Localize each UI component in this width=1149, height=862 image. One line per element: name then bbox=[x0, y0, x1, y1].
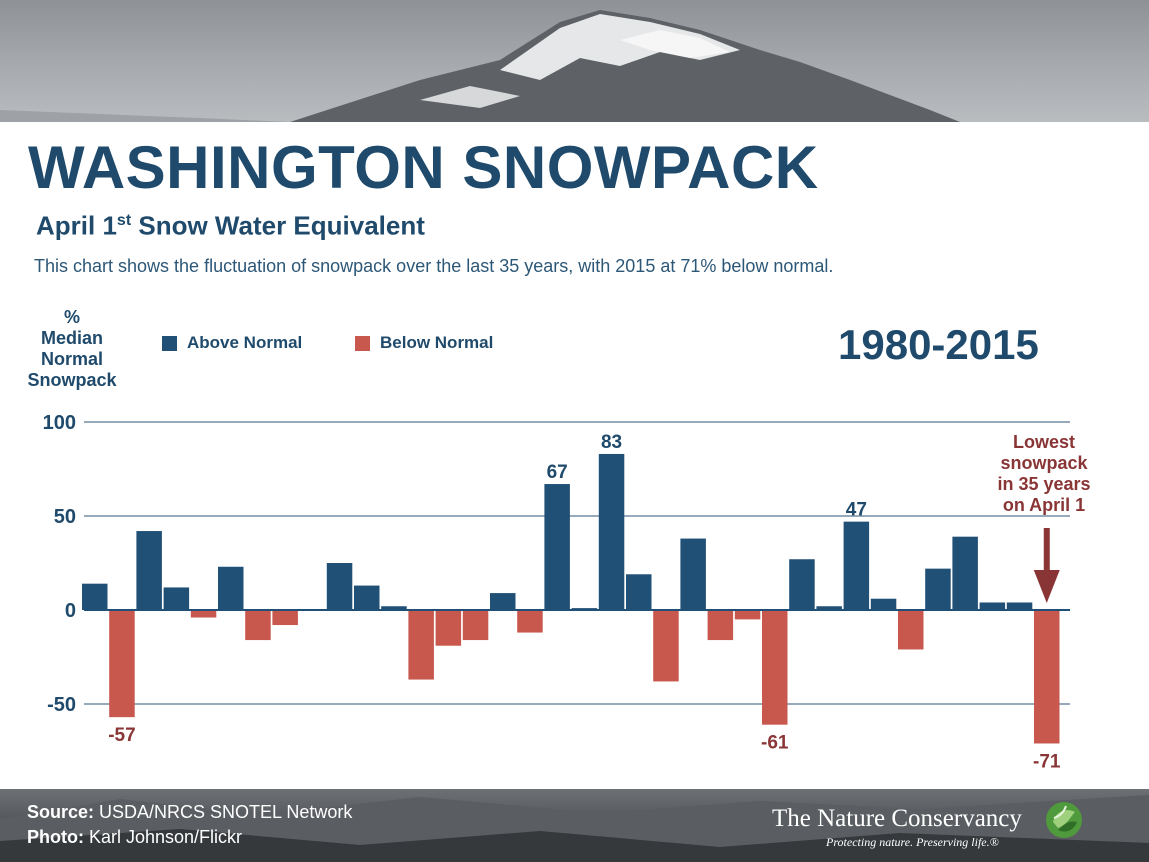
bar bbox=[952, 536, 978, 610]
logo-tagline-mark: ® bbox=[989, 835, 999, 849]
y-axis-label-line: % bbox=[63, 307, 80, 327]
mountain-photo-banner bbox=[0, 0, 1149, 122]
landscape-photo-banner bbox=[0, 789, 1149, 862]
bar bbox=[517, 610, 543, 633]
bar bbox=[109, 610, 135, 718]
bar bbox=[598, 453, 625, 610]
y-tick-label: 100 bbox=[43, 412, 76, 434]
bar bbox=[925, 568, 951, 610]
bar bbox=[816, 606, 842, 610]
bar-chart: 100 50 0 -50 -57 67 83 -61 47 -71 bbox=[43, 412, 1070, 772]
bar bbox=[898, 610, 924, 650]
credits: Source: USDA/NRCS SNOTEL Network Photo: … bbox=[27, 800, 352, 850]
bar bbox=[190, 610, 217, 618]
logo-name: The Nature Conservancy bbox=[772, 805, 1022, 832]
data-label: -71 bbox=[1033, 751, 1061, 772]
chart-description: This chart shows the fluctuation of snow… bbox=[34, 256, 834, 276]
bar bbox=[163, 587, 190, 610]
landscape-illustration bbox=[0, 795, 1149, 862]
legend-swatch-below bbox=[355, 335, 370, 351]
nature-conservancy-logo: The Nature Conservancy Protecting nature… bbox=[772, 802, 1082, 849]
y-tick-label: -50 bbox=[47, 694, 76, 716]
data-label: 47 bbox=[846, 500, 867, 521]
legend-below-normal: Below Normal bbox=[355, 333, 493, 353]
legend-swatch-above bbox=[162, 335, 177, 351]
subtitle-text-rest: Snow Water Equivalent bbox=[131, 210, 425, 241]
source-credit: Source: USDA/NRCS SNOTEL Network bbox=[27, 800, 352, 825]
mountain-illustration bbox=[0, 10, 960, 122]
bar bbox=[381, 606, 407, 610]
annotation-arrow-head bbox=[1033, 570, 1060, 603]
bar bbox=[408, 610, 434, 680]
photo-credit: Photo: Karl Johnson/Flickr bbox=[27, 825, 352, 850]
legend-above-normal: Above Normal bbox=[162, 333, 302, 353]
y-axis-label-line: Median bbox=[40, 328, 103, 348]
annotation-line: on April 1 bbox=[1002, 495, 1086, 515]
data-label: -61 bbox=[761, 733, 789, 754]
bar bbox=[544, 484, 570, 610]
logo-tagline: Protecting nature. Preserving life.® bbox=[826, 835, 999, 850]
subtitle-superscript: st bbox=[116, 212, 132, 229]
chart-subtitle: April 1st Snow Water Equivalent bbox=[36, 205, 425, 242]
bar bbox=[979, 602, 1006, 610]
annotation-callout: Lowest snowpack in 35 years on April 1 bbox=[970, 432, 1118, 516]
bar bbox=[82, 583, 108, 610]
source-label: Source: bbox=[27, 802, 95, 822]
y-axis-label: % Median Normal Snowpack bbox=[16, 307, 128, 391]
legend-label-below: Below Normal bbox=[380, 333, 494, 352]
logo-tagline-text: Protecting nature. Preserving life. bbox=[826, 835, 990, 849]
bar bbox=[762, 610, 788, 725]
annotation-line: in 35 years bbox=[997, 474, 1091, 494]
bar bbox=[653, 610, 679, 682]
bar bbox=[462, 610, 489, 641]
photo-value: Karl Johnson/Flickr bbox=[83, 827, 243, 847]
bar bbox=[136, 531, 162, 610]
data-label: -57 bbox=[108, 725, 135, 746]
source-value: USDA/NRCS SNOTEL Network bbox=[94, 802, 353, 822]
bar bbox=[1034, 610, 1060, 744]
bar bbox=[245, 610, 271, 641]
subtitle-text: April 1 bbox=[36, 210, 117, 241]
annotation-line: Lowest bbox=[1012, 432, 1075, 452]
y-tick-label: 50 bbox=[54, 506, 76, 528]
bar bbox=[707, 610, 734, 641]
bar bbox=[843, 521, 870, 610]
bar bbox=[1006, 602, 1033, 610]
period-label: 1980-2015 bbox=[838, 321, 1039, 368]
annotation-line: snowpack bbox=[1000, 453, 1088, 473]
bar bbox=[680, 538, 706, 610]
bar bbox=[490, 593, 516, 610]
bar bbox=[626, 574, 652, 610]
y-axis-label-line: Normal bbox=[40, 349, 103, 369]
bar bbox=[326, 563, 353, 610]
photo-label: Photo: bbox=[27, 827, 84, 847]
y-axis-label-line: Snowpack bbox=[27, 370, 117, 390]
chart-title: WASHINGTON SNOWPACK bbox=[28, 134, 819, 201]
globe-leaf-icon bbox=[1046, 802, 1082, 838]
bar bbox=[272, 610, 298, 626]
bar bbox=[734, 610, 761, 620]
bar bbox=[789, 559, 815, 610]
bar bbox=[218, 566, 244, 610]
data-label: 83 bbox=[601, 432, 622, 453]
legend-label-above: Above Normal bbox=[187, 333, 303, 352]
bar bbox=[354, 585, 380, 610]
bar bbox=[870, 598, 897, 610]
data-label: 67 bbox=[547, 462, 568, 483]
bar bbox=[435, 610, 462, 646]
y-tick-label: 0 bbox=[65, 600, 76, 622]
